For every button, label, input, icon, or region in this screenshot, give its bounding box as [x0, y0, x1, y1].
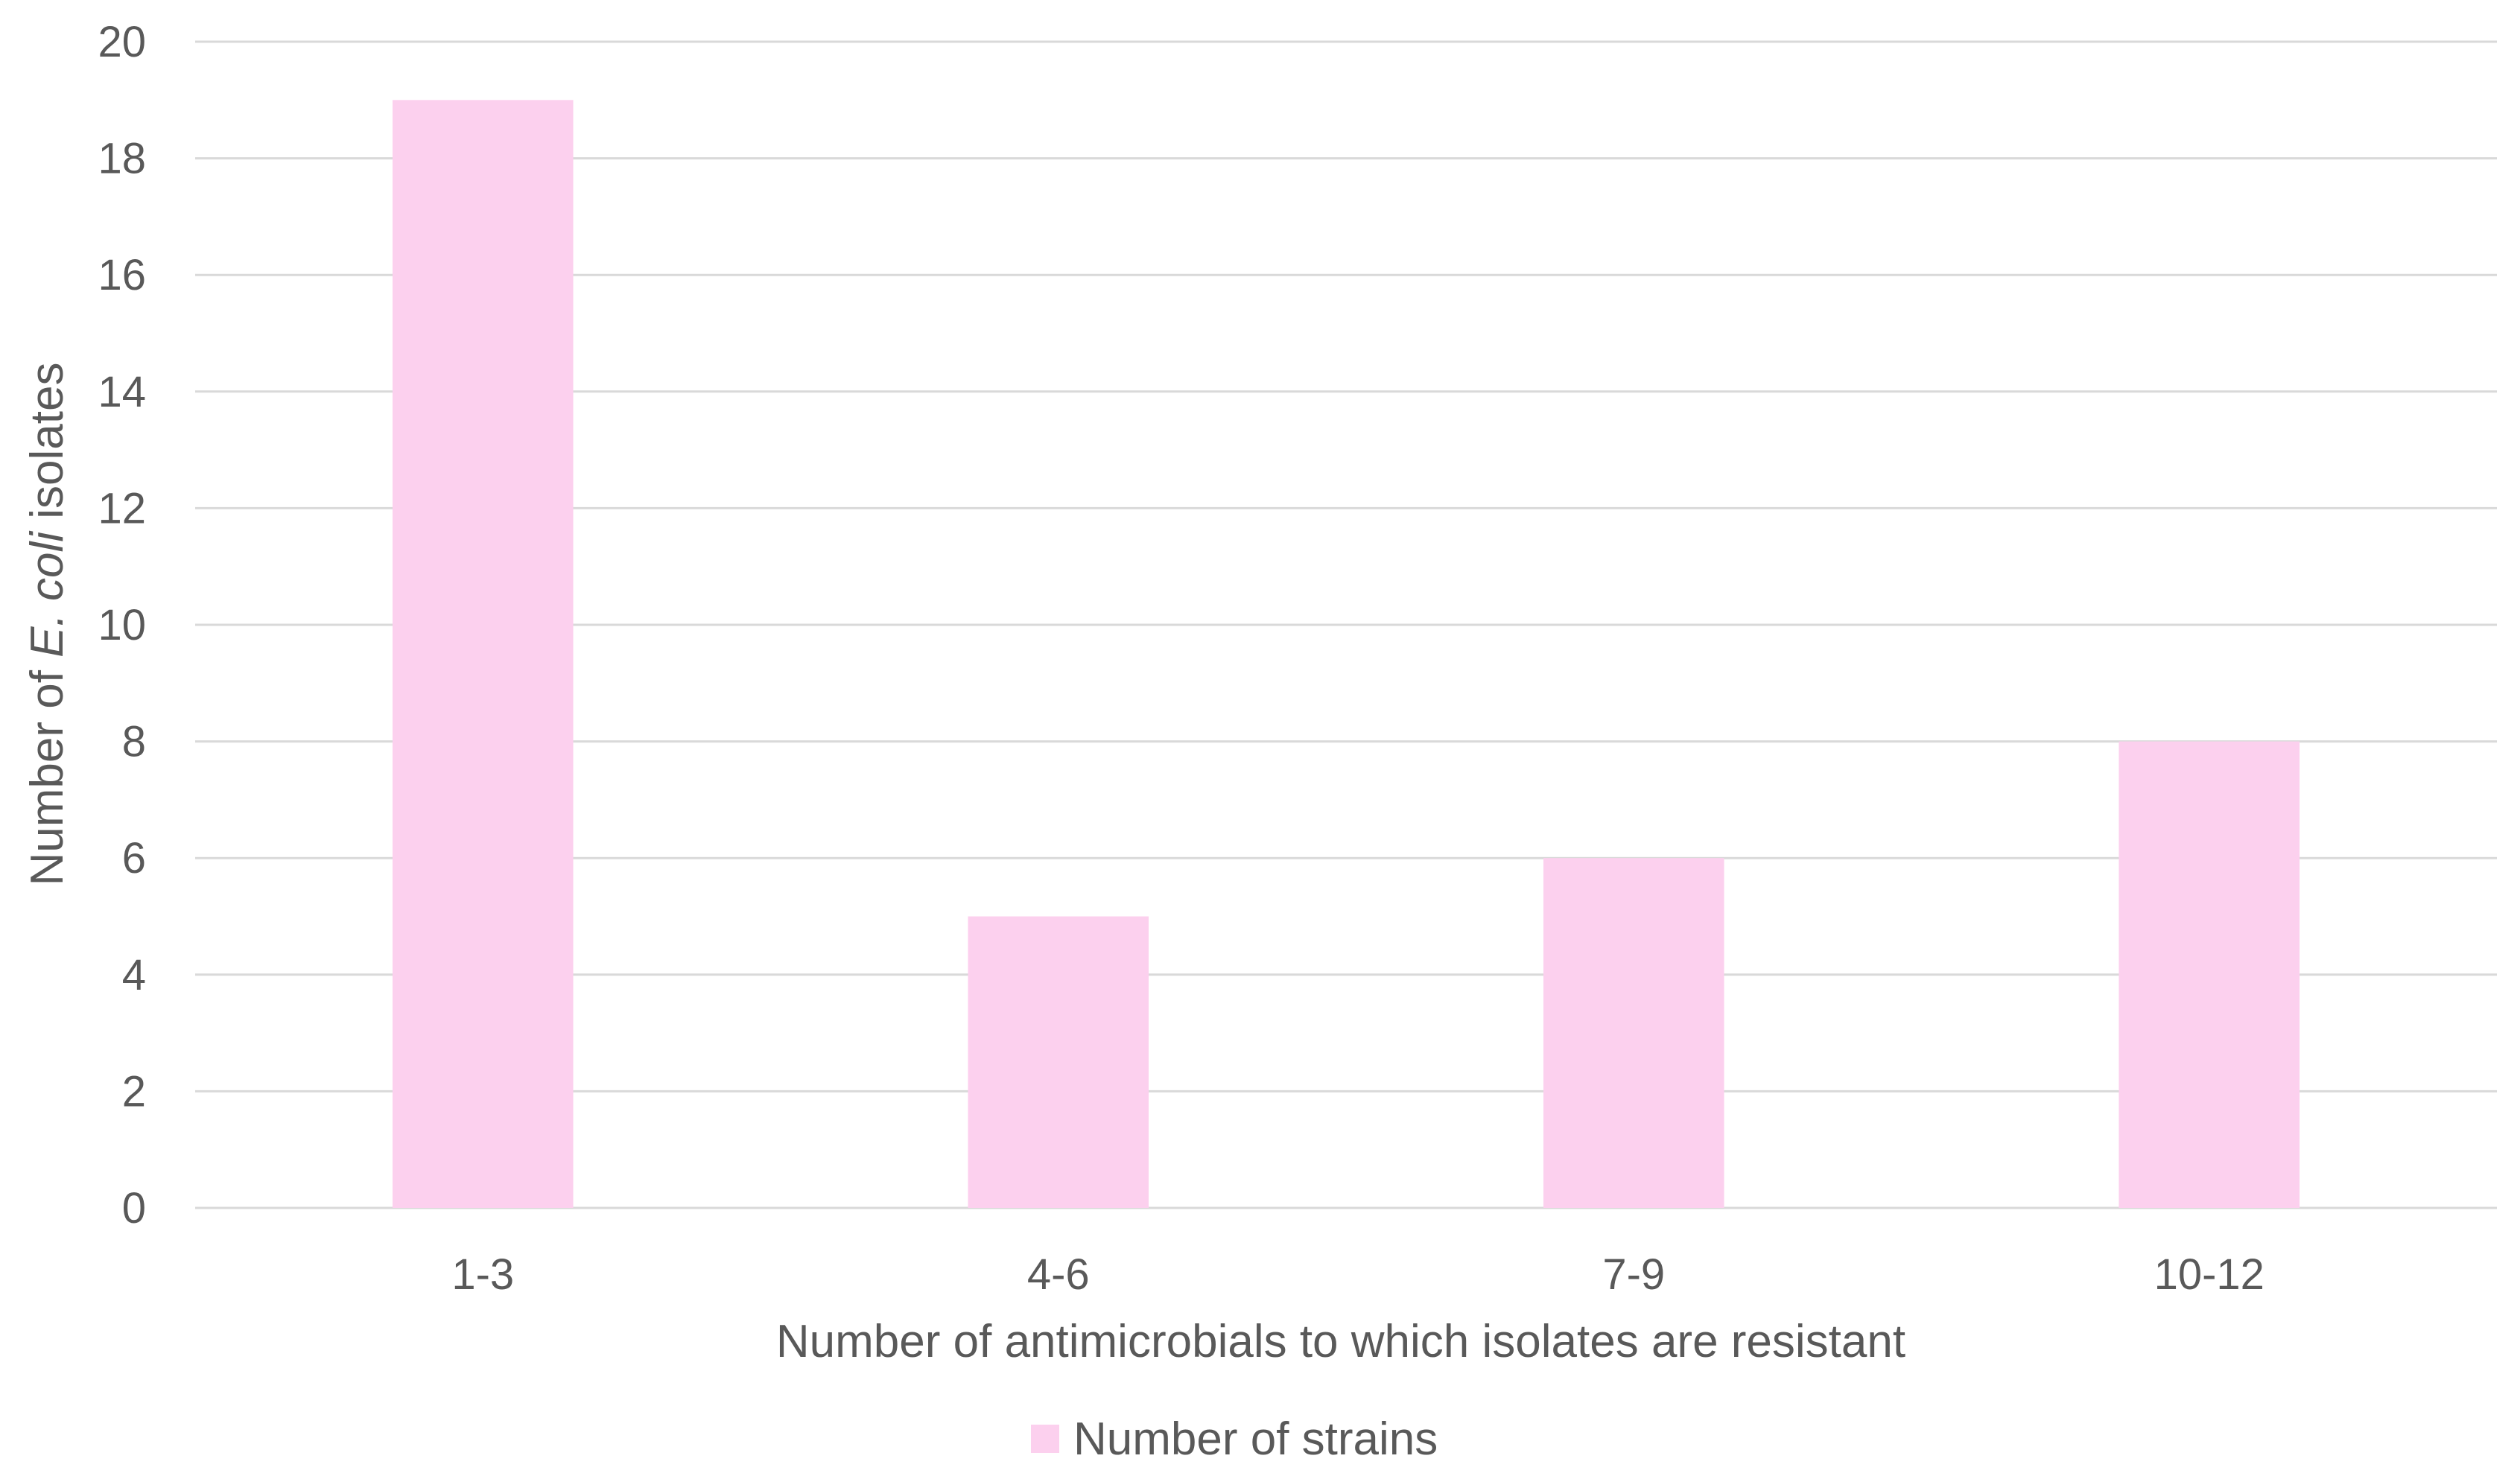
- gridlines: [195, 40, 2497, 1209]
- legend-label: Number of strains: [1073, 1413, 1438, 1465]
- y-tick-label: 10: [98, 601, 146, 649]
- x-axis-ticks: 1-3 4-6 7-9 10-12: [451, 1250, 2264, 1299]
- bars: [392, 100, 2300, 1208]
- y-tick-label: 12: [98, 484, 146, 532]
- y-axis-title-part: Number of: [22, 658, 73, 886]
- y-tick-label: 0: [122, 1184, 146, 1232]
- x-tick-label: 7-9: [1602, 1250, 1665, 1299]
- x-tick-label: 4-6: [1027, 1250, 1090, 1299]
- bar-1-3: [392, 100, 574, 1208]
- y-tick-label: 18: [98, 135, 146, 183]
- y-tick-label: 16: [98, 251, 146, 299]
- y-tick-label: 14: [98, 368, 146, 416]
- y-tick-label: 6: [122, 834, 146, 882]
- bar-4-6: [968, 916, 1149, 1208]
- y-tick-label: 8: [122, 718, 146, 766]
- y-tick-label: 4: [122, 951, 146, 999]
- legend: Number of strains: [1031, 1413, 1438, 1465]
- x-axis-title: Number of antimicrobials to which isolat…: [776, 1316, 1905, 1367]
- y-axis-title-part: isolates: [22, 363, 73, 532]
- x-tick-label: 10-12: [2154, 1250, 2264, 1299]
- bar-7-9: [1543, 858, 1724, 1208]
- y-tick-label: 20: [98, 18, 146, 66]
- y-axis-ticks: 0 2 4 6 8 10 12 14 16 18 20: [98, 18, 146, 1232]
- y-tick-label: 2: [122, 1067, 146, 1116]
- bar-10-12: [2118, 741, 2300, 1208]
- y-axis-title: Number of E. coli isolates: [22, 363, 73, 886]
- legend-swatch: [1031, 1425, 1059, 1453]
- x-tick-label: 1-3: [451, 1250, 514, 1299]
- y-axis-title-italic: E. coli: [22, 530, 73, 658]
